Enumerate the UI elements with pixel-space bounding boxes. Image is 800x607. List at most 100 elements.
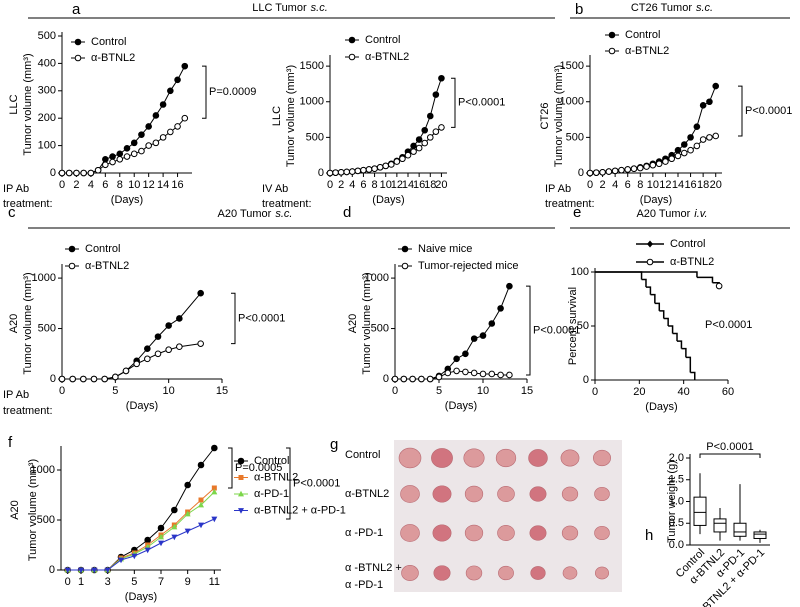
marker: [171, 506, 178, 514]
marker: [479, 370, 487, 378]
tumor: [433, 565, 451, 581]
note: IV Ab: [262, 183, 288, 195]
marker: [101, 375, 108, 383]
marker: [332, 169, 339, 176]
bracket: [451, 77, 456, 128]
y-tick-label: 0.0: [669, 539, 684, 551]
tumor: [562, 566, 578, 580]
marker: [655, 160, 663, 168]
marker: [393, 158, 401, 165]
marker: [167, 87, 174, 95]
marker: [624, 166, 632, 173]
legend-label: Control: [625, 29, 660, 41]
marker: [470, 335, 478, 342]
marker: [693, 142, 701, 150]
legend-label: α-BTNL2: [625, 45, 669, 57]
marker: [712, 82, 720, 90]
marker: [337, 168, 345, 176]
note: treatment:: [262, 198, 312, 210]
marker: [102, 161, 109, 169]
marker: [152, 112, 160, 119]
x-tick-label: 60: [722, 386, 734, 398]
y-tick-label: 1.5: [669, 474, 684, 486]
panel-label: f: [8, 434, 13, 451]
tumor: [594, 525, 610, 541]
x-tick-label: 16: [413, 179, 425, 191]
marker: [197, 340, 204, 347]
marker: [391, 375, 399, 383]
marker: [181, 62, 189, 70]
x-tick-label: 16: [684, 179, 696, 191]
y-tick-label: 100: [571, 266, 589, 278]
tumor: [497, 486, 515, 502]
marker: [426, 375, 434, 383]
x-axis-label: (Days): [372, 194, 404, 206]
x-tick-label: 6: [102, 179, 108, 191]
marker: [470, 369, 478, 377]
marker: [630, 165, 638, 173]
marker: [198, 522, 204, 529]
marker: [123, 145, 131, 152]
y-axis-label: Tumor volume (mm³): [22, 272, 34, 374]
marker: [90, 375, 98, 383]
marker: [706, 98, 713, 106]
row-label: α -BTNL2 +: [345, 562, 402, 574]
y-tick-label: 1000: [365, 272, 389, 284]
box: [693, 496, 707, 526]
marker: [326, 169, 334, 177]
x-tick-label: 5: [112, 385, 118, 397]
marker: [674, 152, 682, 160]
y-axis-label: Tumor weight (g): [666, 460, 678, 543]
x-tick-label: 14: [402, 179, 414, 191]
bracket: [202, 65, 207, 119]
legend-label: Control: [670, 238, 705, 250]
series-line: [67, 491, 215, 571]
marker: [409, 375, 416, 383]
x-tick-label: 0: [592, 386, 598, 398]
x-tick-label: 9: [185, 576, 191, 588]
panel-label: e: [573, 204, 581, 221]
marker: [152, 139, 160, 147]
survival-step: [659, 310, 665, 319]
marker: [116, 150, 124, 158]
marker: [69, 375, 76, 383]
marker: [167, 128, 174, 136]
legend-label: α-PD-1: [254, 488, 289, 500]
x-tick-label: 0: [327, 179, 333, 191]
marker: [360, 166, 367, 174]
marker: [238, 490, 244, 497]
marker: [65, 169, 73, 177]
x-tick-label: 0: [59, 179, 65, 191]
marker: [176, 315, 183, 322]
series-line: [62, 65, 186, 174]
marker: [171, 523, 178, 530]
survival-step: [595, 271, 643, 280]
survival-step: [663, 317, 669, 326]
marker: [438, 74, 445, 82]
tumor: [560, 449, 580, 467]
x-tick-label: 4: [612, 179, 618, 191]
marker: [348, 36, 356, 44]
marker: [421, 126, 429, 134]
marker: [608, 31, 616, 39]
bracket: [526, 285, 531, 376]
marker: [365, 166, 373, 173]
tumor: [398, 447, 422, 469]
survival-step: [677, 340, 683, 349]
y-tick-label: 300: [38, 85, 56, 97]
note: treatment:: [545, 198, 595, 210]
marker: [198, 497, 204, 503]
x-tick-label: 5: [131, 576, 137, 588]
y-axis-label: LLC: [271, 106, 283, 126]
y-tick-label: 0: [318, 167, 324, 179]
note: IP Ab: [3, 389, 29, 401]
marker: [599, 168, 606, 176]
bracket: [738, 85, 743, 137]
legend-label: Control: [254, 455, 289, 467]
x-axis-label: (Days): [445, 400, 477, 412]
marker: [184, 510, 191, 517]
survival-step: [690, 371, 696, 380]
marker: [131, 553, 138, 560]
marker: [144, 345, 151, 353]
marker: [144, 536, 151, 544]
